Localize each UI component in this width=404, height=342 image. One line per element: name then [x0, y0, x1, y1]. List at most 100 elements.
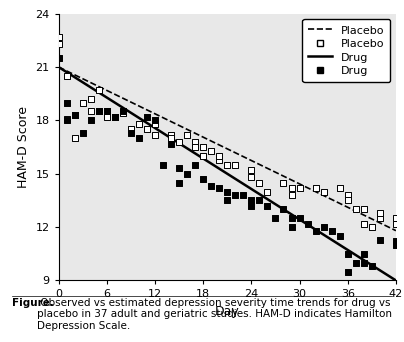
Point [55, 55, 62, 61]
Point [128, 127, 134, 132]
Point [80, 100, 86, 105]
Point [136, 135, 142, 141]
Point [184, 132, 190, 137]
Point [360, 260, 367, 265]
Point [368, 263, 375, 269]
Point [240, 192, 246, 198]
Point [208, 183, 215, 189]
Point [80, 130, 86, 135]
Point [337, 233, 343, 239]
Point [256, 198, 263, 203]
Point [88, 96, 94, 102]
Point [312, 185, 319, 191]
Point [393, 242, 399, 248]
Point [184, 171, 190, 176]
Point [55, 34, 62, 40]
Point [377, 237, 383, 242]
Point [144, 114, 150, 120]
Point [248, 174, 255, 180]
Point [393, 215, 399, 221]
Point [192, 139, 198, 144]
Point [345, 192, 351, 198]
Point [192, 162, 198, 168]
Point [337, 185, 343, 191]
Point [328, 228, 335, 233]
Point [88, 109, 94, 114]
Point [224, 198, 230, 203]
Point [112, 114, 118, 120]
Point [55, 41, 62, 47]
Point [360, 207, 367, 212]
Point [176, 180, 182, 185]
Point [393, 221, 399, 226]
Point [95, 109, 102, 114]
Point [216, 157, 223, 162]
Y-axis label: HAM-D Score: HAM-D Score [17, 106, 30, 188]
Point [360, 251, 367, 256]
Point [200, 144, 206, 150]
Point [320, 189, 327, 194]
Point [208, 148, 215, 153]
Point [88, 118, 94, 123]
Text: Observed vs estimated depression severity time trends for drug vs placebo in 37 : Observed vs estimated depression severit… [37, 298, 392, 331]
Point [120, 109, 126, 114]
Point [345, 269, 351, 274]
Point [320, 224, 327, 230]
Point [248, 168, 255, 173]
Point [112, 114, 118, 120]
Point [377, 215, 383, 221]
Point [103, 109, 110, 114]
X-axis label: Day: Day [215, 305, 240, 318]
Point [168, 132, 174, 137]
Point [200, 176, 206, 182]
Point [216, 185, 223, 191]
Point [103, 114, 110, 120]
Point [288, 192, 295, 198]
Point [63, 116, 70, 121]
Point [95, 88, 102, 93]
Point [72, 135, 78, 141]
Point [168, 135, 174, 141]
Point [160, 162, 166, 168]
Point [393, 239, 399, 244]
Point [288, 215, 295, 221]
Point [152, 132, 158, 137]
Point [176, 139, 182, 144]
Point [248, 198, 255, 203]
Text: Figure.: Figure. [12, 298, 54, 307]
Point [288, 185, 295, 191]
Point [377, 210, 383, 215]
Point [200, 153, 206, 159]
Point [95, 109, 102, 114]
Point [280, 207, 287, 212]
Point [256, 180, 263, 185]
Point [345, 198, 351, 203]
Point [288, 224, 295, 230]
Point [63, 73, 70, 79]
Legend: Placebo, Placebo, Drug, Drug: Placebo, Placebo, Drug, Drug [303, 19, 390, 82]
Point [264, 189, 271, 194]
Point [304, 221, 311, 226]
Point [63, 100, 70, 105]
Point [232, 192, 238, 198]
Point [152, 121, 158, 127]
Point [368, 224, 375, 230]
Point [353, 260, 359, 265]
Point [216, 153, 223, 159]
Point [224, 162, 230, 168]
Point [345, 251, 351, 256]
Point [224, 189, 230, 194]
Point [192, 144, 198, 150]
Point [152, 118, 158, 123]
Point [353, 207, 359, 212]
Point [168, 141, 174, 146]
Point [120, 110, 126, 116]
Point [360, 221, 367, 226]
Point [264, 203, 271, 209]
Point [144, 127, 150, 132]
Point [63, 118, 70, 123]
Point [176, 166, 182, 171]
Point [136, 121, 142, 127]
Point [72, 112, 78, 118]
Point [296, 185, 303, 191]
